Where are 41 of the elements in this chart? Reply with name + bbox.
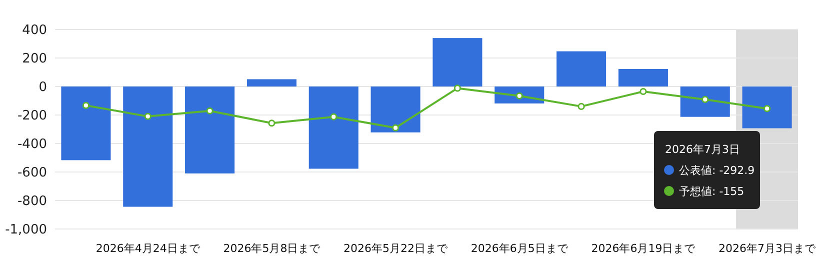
x-tick-label: 2026年5月22日まで [344,242,449,255]
y-tick-label: -600 [17,166,47,180]
annotation: 2026年7月3日 [665,143,740,156]
x-tick-label: 2026年4月24日まで [96,242,201,255]
point [578,102,585,110]
point [392,124,400,132]
bar [246,79,296,86]
bar [61,86,111,160]
point [144,112,152,120]
tooltip: 2026年7月3日 公表値: -292.9 予想値: -155 [654,131,760,209]
y-tick-label: -800 [17,194,47,209]
y-tick-label: 400 [22,23,47,38]
y-tick-label: 200 [22,52,47,66]
y-tick-label: 0 [38,80,47,95]
point [330,113,338,120]
point [702,96,709,104]
y-tick-label: -1,000 [5,222,47,238]
annotation: 公表値: -292.9 [679,164,755,177]
point [763,105,771,112]
bar [618,68,668,86]
point [516,92,523,100]
bar [123,86,173,207]
x-tick-label: 2026年5月8日まで [223,242,322,255]
x-tick-label: 2026年7月3日まで [718,242,817,255]
bar [185,86,235,174]
bar [370,86,420,132]
x-tick-label: 2026年6月19日まで [591,242,696,255]
bar [680,86,730,117]
point [268,120,276,127]
y-tick-label: -200 [17,108,47,124]
bar [432,38,482,86]
annotation: 予想値: -155 [679,185,744,198]
y-tick-label: -400 [17,137,47,152]
point [640,88,647,96]
bar [308,86,358,169]
bar [556,51,606,86]
point [206,107,214,114]
point [454,84,462,92]
x-tick-label: 2026年6月5日まで [470,242,569,255]
point [82,102,90,109]
bar [742,86,792,128]
